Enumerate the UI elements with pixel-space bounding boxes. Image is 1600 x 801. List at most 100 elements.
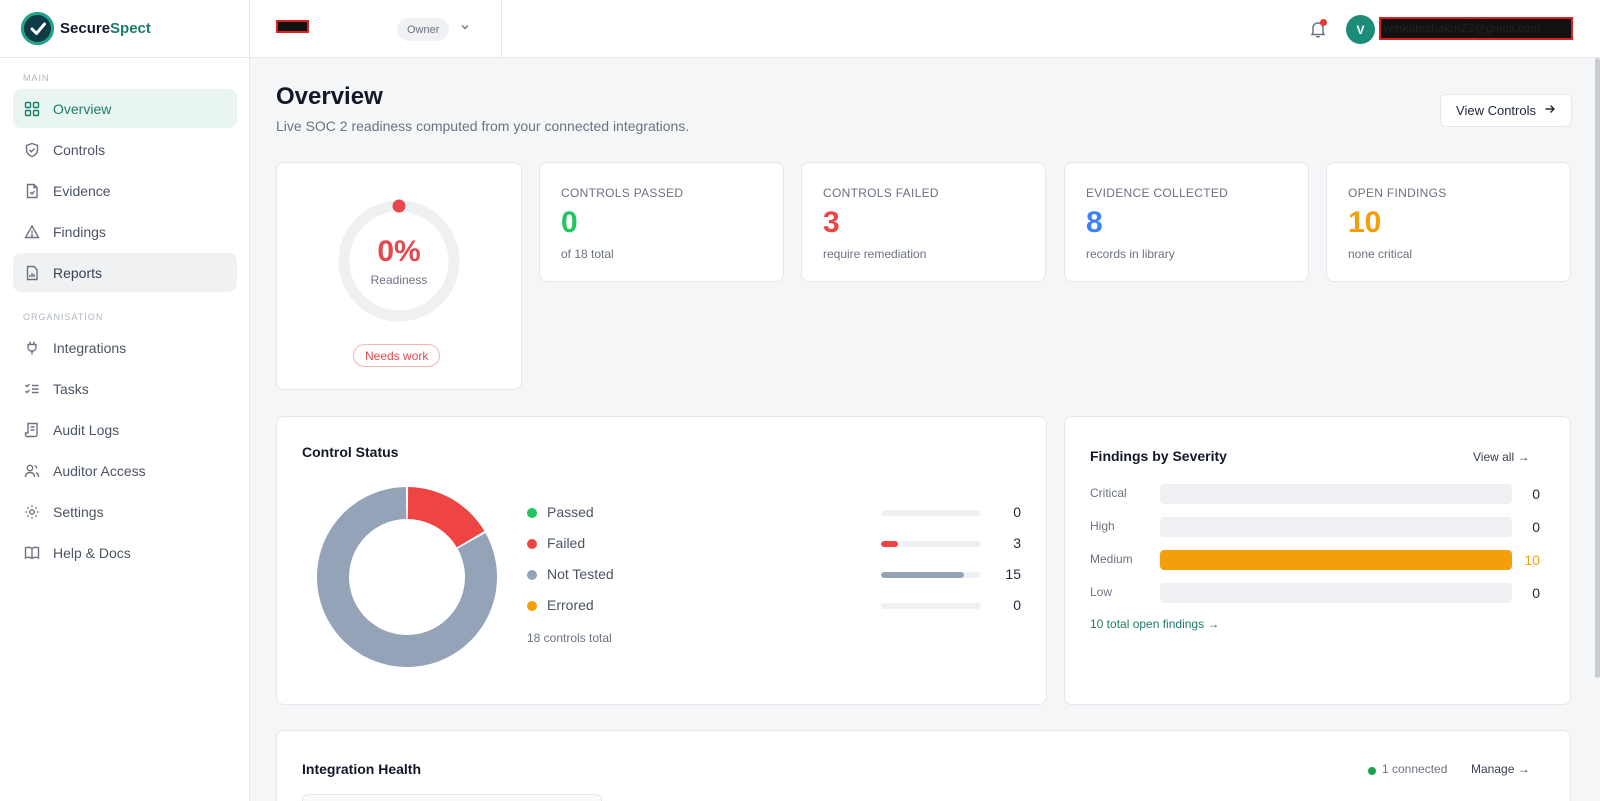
legend-label: Passed bbox=[547, 504, 594, 520]
sidebar-item-reports[interactable]: Reports bbox=[13, 253, 237, 292]
severity-row-high: High 0 bbox=[1090, 517, 1548, 537]
legend-row-not-tested: Not Tested 15 bbox=[527, 565, 1027, 585]
integration-item[interactable] bbox=[302, 794, 602, 801]
legend-bar-fill bbox=[881, 572, 965, 578]
legend-row-failed: Failed 3 bbox=[527, 534, 1027, 554]
stat-card-evidence-collected[interactable]: EVIDENCE COLLECTED 8 records in library bbox=[1064, 162, 1309, 282]
org-switcher[interactable]: ████ Owner bbox=[250, 0, 502, 58]
gear-icon bbox=[24, 504, 40, 520]
sidebar-item-label: Settings bbox=[53, 503, 104, 520]
legend-count: 0 bbox=[1013, 597, 1021, 613]
file-icon bbox=[24, 183, 40, 199]
legend-dot bbox=[527, 539, 537, 549]
sidebar-item-label: Findings bbox=[53, 223, 106, 240]
sidebar-item-label: Auditor Access bbox=[53, 462, 146, 479]
user-email-redacted[interactable]: venkateshakm22@gmail.com bbox=[1379, 17, 1573, 40]
legend-row-passed: Passed 0 bbox=[527, 503, 1027, 523]
sidebar: SecureSpect MAIN Overview Controls Evide… bbox=[0, 0, 250, 801]
stat-card-controls-failed[interactable]: CONTROLS FAILED 3 require remediation bbox=[801, 162, 1046, 282]
stat-card-controls-passed[interactable]: CONTROLS PASSED 0 of 18 total bbox=[539, 162, 784, 282]
report-icon bbox=[24, 265, 40, 281]
connected-status-dot bbox=[1368, 767, 1376, 775]
stat-value: 0 bbox=[561, 206, 578, 239]
sidebar-item-overview[interactable]: Overview bbox=[13, 89, 237, 128]
controls-total: 18 controls total bbox=[527, 631, 612, 645]
sidebar-item-label: Overview bbox=[53, 100, 112, 117]
sidebar-item-evidence[interactable]: Evidence bbox=[13, 171, 237, 210]
severity-bar-track bbox=[1160, 550, 1512, 570]
view-controls-label: View Controls bbox=[1456, 103, 1536, 118]
legend-dot bbox=[527, 508, 537, 518]
severity-count: 0 bbox=[1532, 486, 1540, 502]
legend-row-errored: Errored 0 bbox=[527, 596, 1027, 616]
card-title: Integration Health bbox=[302, 761, 422, 777]
bell-icon[interactable] bbox=[1308, 19, 1328, 39]
sidebar-item-settings[interactable]: Settings bbox=[13, 492, 237, 531]
legend-count: 15 bbox=[1005, 566, 1021, 582]
legend-count: 3 bbox=[1013, 535, 1021, 551]
stat-card-open-findings[interactable]: OPEN FINDINGS 10 none critical bbox=[1326, 162, 1571, 282]
readiness-ring bbox=[338, 199, 460, 322]
org-name-redacted: ████ bbox=[276, 20, 309, 33]
severity-row-critical: Critical 0 bbox=[1090, 484, 1548, 504]
severity-row-low: Low 0 bbox=[1090, 583, 1548, 603]
arrow-right-icon bbox=[1544, 103, 1556, 118]
stat-value: 8 bbox=[1086, 206, 1103, 239]
page-title: Overview bbox=[276, 83, 383, 110]
integration-health-card: Integration Health 1 connected Manage → bbox=[276, 730, 1571, 801]
donut-slice-not-tested bbox=[317, 487, 497, 667]
legend-dot bbox=[527, 601, 537, 611]
sidebar-item-tasks[interactable]: Tasks bbox=[13, 369, 237, 408]
avatar[interactable]: V bbox=[1346, 15, 1375, 44]
legend-dot bbox=[527, 570, 537, 580]
checklist-icon bbox=[24, 381, 40, 397]
sidebar-item-help-docs[interactable]: Help & Docs bbox=[13, 533, 237, 572]
sidebar-item-auditor-access[interactable]: Auditor Access bbox=[13, 451, 237, 490]
scrollbar[interactable] bbox=[1595, 58, 1600, 678]
stat-label: CONTROLS PASSED bbox=[561, 186, 684, 200]
severity-bar-track bbox=[1160, 517, 1512, 537]
connected-count: 1 connected bbox=[1382, 762, 1448, 776]
stat-value: 3 bbox=[823, 206, 840, 239]
manage-integrations-link[interactable]: Manage → bbox=[1471, 762, 1530, 776]
stat-sub: records in library bbox=[1086, 247, 1175, 261]
severity-label: Medium bbox=[1090, 552, 1133, 566]
book-icon bbox=[24, 545, 40, 561]
legend-label: Not Tested bbox=[547, 566, 614, 582]
chevron-down-icon[interactable] bbox=[460, 21, 470, 35]
donut-slice-failed bbox=[407, 487, 485, 548]
sidebar-item-label: Help & Docs bbox=[53, 544, 131, 561]
legend-label: Errored bbox=[547, 597, 594, 613]
sidebar-item-findings[interactable]: Findings bbox=[13, 212, 237, 251]
nav-section-main: MAIN bbox=[23, 73, 50, 83]
sidebar-item-label: Reports bbox=[53, 264, 103, 281]
legend-count: 0 bbox=[1013, 504, 1021, 520]
stat-sub: none critical bbox=[1348, 247, 1413, 261]
severity-bar-fill bbox=[1160, 550, 1512, 570]
control-status-donut bbox=[317, 487, 497, 667]
sidebar-item-label: Evidence bbox=[53, 182, 111, 199]
stat-label: EVIDENCE COLLECTED bbox=[1086, 186, 1229, 200]
readiness-progress-marker bbox=[392, 199, 406, 213]
sidebar-item-controls[interactable]: Controls bbox=[13, 130, 237, 169]
view-controls-button[interactable]: View Controls bbox=[1440, 94, 1572, 127]
warning-icon bbox=[24, 224, 40, 240]
sidebar-item-audit-logs[interactable]: Audit Logs bbox=[13, 410, 237, 449]
view-all-link[interactable]: View all → bbox=[1473, 450, 1530, 464]
checkmark-logo-icon bbox=[21, 12, 54, 45]
stat-value: 10 bbox=[1348, 206, 1382, 239]
shield-icon bbox=[24, 142, 40, 158]
sidebar-item-label: Integrations bbox=[53, 339, 127, 356]
total-open-findings-link[interactable]: 10 total open findings → bbox=[1090, 617, 1220, 631]
topbar: ████ Owner V venkateshakm22@gmail.com bbox=[250, 0, 1600, 58]
users-icon bbox=[24, 463, 40, 479]
brand-logo[interactable]: SecureSpect bbox=[0, 0, 249, 58]
sidebar-item-integrations[interactable]: Integrations bbox=[13, 328, 237, 367]
control-status-card: Control Status Passed 0 Failed 3 Not Tes… bbox=[276, 416, 1047, 705]
severity-label: High bbox=[1090, 519, 1115, 533]
stat-sub: of 18 total bbox=[561, 247, 614, 261]
sidebar-item-label: Audit Logs bbox=[53, 421, 120, 438]
severity-label: Low bbox=[1090, 585, 1113, 599]
brand-name: SecureSpect bbox=[60, 20, 151, 37]
findings-severity-card: Findings by Severity View all → Critical… bbox=[1064, 416, 1571, 705]
